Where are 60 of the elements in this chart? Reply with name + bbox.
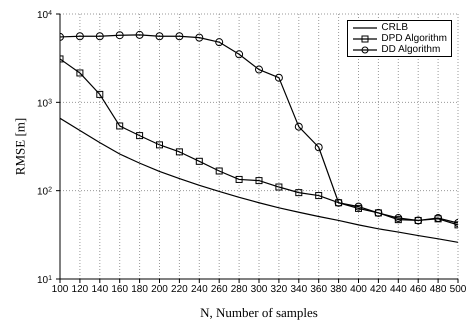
point	[354, 202, 362, 211]
point	[156, 141, 163, 148]
point	[314, 143, 323, 152]
point	[215, 38, 224, 46]
point	[216, 167, 223, 174]
y-tick-label: 10$^{4}$	[36, 10, 52, 21]
x-tick-label: 400	[350, 284, 368, 296]
point	[394, 216, 402, 224]
point	[76, 32, 84, 40]
point	[175, 32, 184, 40]
y-tick-label: 10$^{3}$	[36, 98, 52, 110]
point	[275, 184, 282, 191]
point	[355, 204, 362, 212]
x-tick-label: 240	[190, 284, 208, 296]
x-tick-label: 120	[72, 284, 89, 296]
point	[315, 192, 322, 200]
point	[136, 132, 144, 140]
point	[196, 158, 203, 165]
legend-label: CRLB	[381, 22, 408, 33]
point	[136, 30, 144, 39]
x-tick-label: 480	[430, 284, 447, 296]
x-tick-label: 420	[370, 284, 388, 296]
point	[195, 34, 204, 42]
x-tick-label: 160	[111, 284, 128, 296]
legend-label: DD Algorithm	[381, 44, 440, 55]
point	[236, 176, 243, 183]
x-tick-label: 100	[52, 284, 69, 296]
y-axis-title: RMSE [m]	[12, 118, 28, 176]
y-tick-label: 10$^{1}$	[36, 274, 52, 286]
point	[176, 148, 183, 156]
point	[76, 69, 84, 76]
point	[394, 214, 402, 222]
x-tick-label: 220	[171, 284, 188, 296]
point	[235, 50, 244, 58]
point	[96, 32, 104, 40]
point	[116, 31, 124, 40]
y-tick-label: 10$^{2}$	[36, 186, 52, 198]
point	[96, 90, 104, 98]
x-axis-title: N, Number of samples	[200, 305, 318, 320]
legend-label: DPD Algorithm	[381, 33, 447, 44]
x-tick-label: 280	[230, 284, 248, 296]
point	[255, 66, 263, 74]
x-tick-label: 460	[410, 284, 427, 296]
x-tick-label: 260	[210, 284, 228, 296]
x-tick-label: 500	[450, 284, 467, 296]
x-tick-label: 200	[151, 284, 168, 296]
x-tick-label: 320	[270, 284, 288, 296]
point	[295, 189, 302, 196]
x-tick-label: 440	[390, 284, 408, 296]
point	[116, 122, 124, 130]
x-tick-label: 140	[91, 284, 109, 296]
point	[256, 177, 262, 184]
x-tick-label: 340	[290, 284, 308, 296]
x-tick-label: 300	[250, 284, 268, 296]
x-tick-label: 180	[131, 284, 148, 296]
point	[156, 32, 164, 40]
x-tick-label: 360	[310, 284, 328, 296]
x-tick-label: 380	[330, 284, 348, 296]
point	[294, 122, 303, 131]
point	[274, 74, 283, 82]
